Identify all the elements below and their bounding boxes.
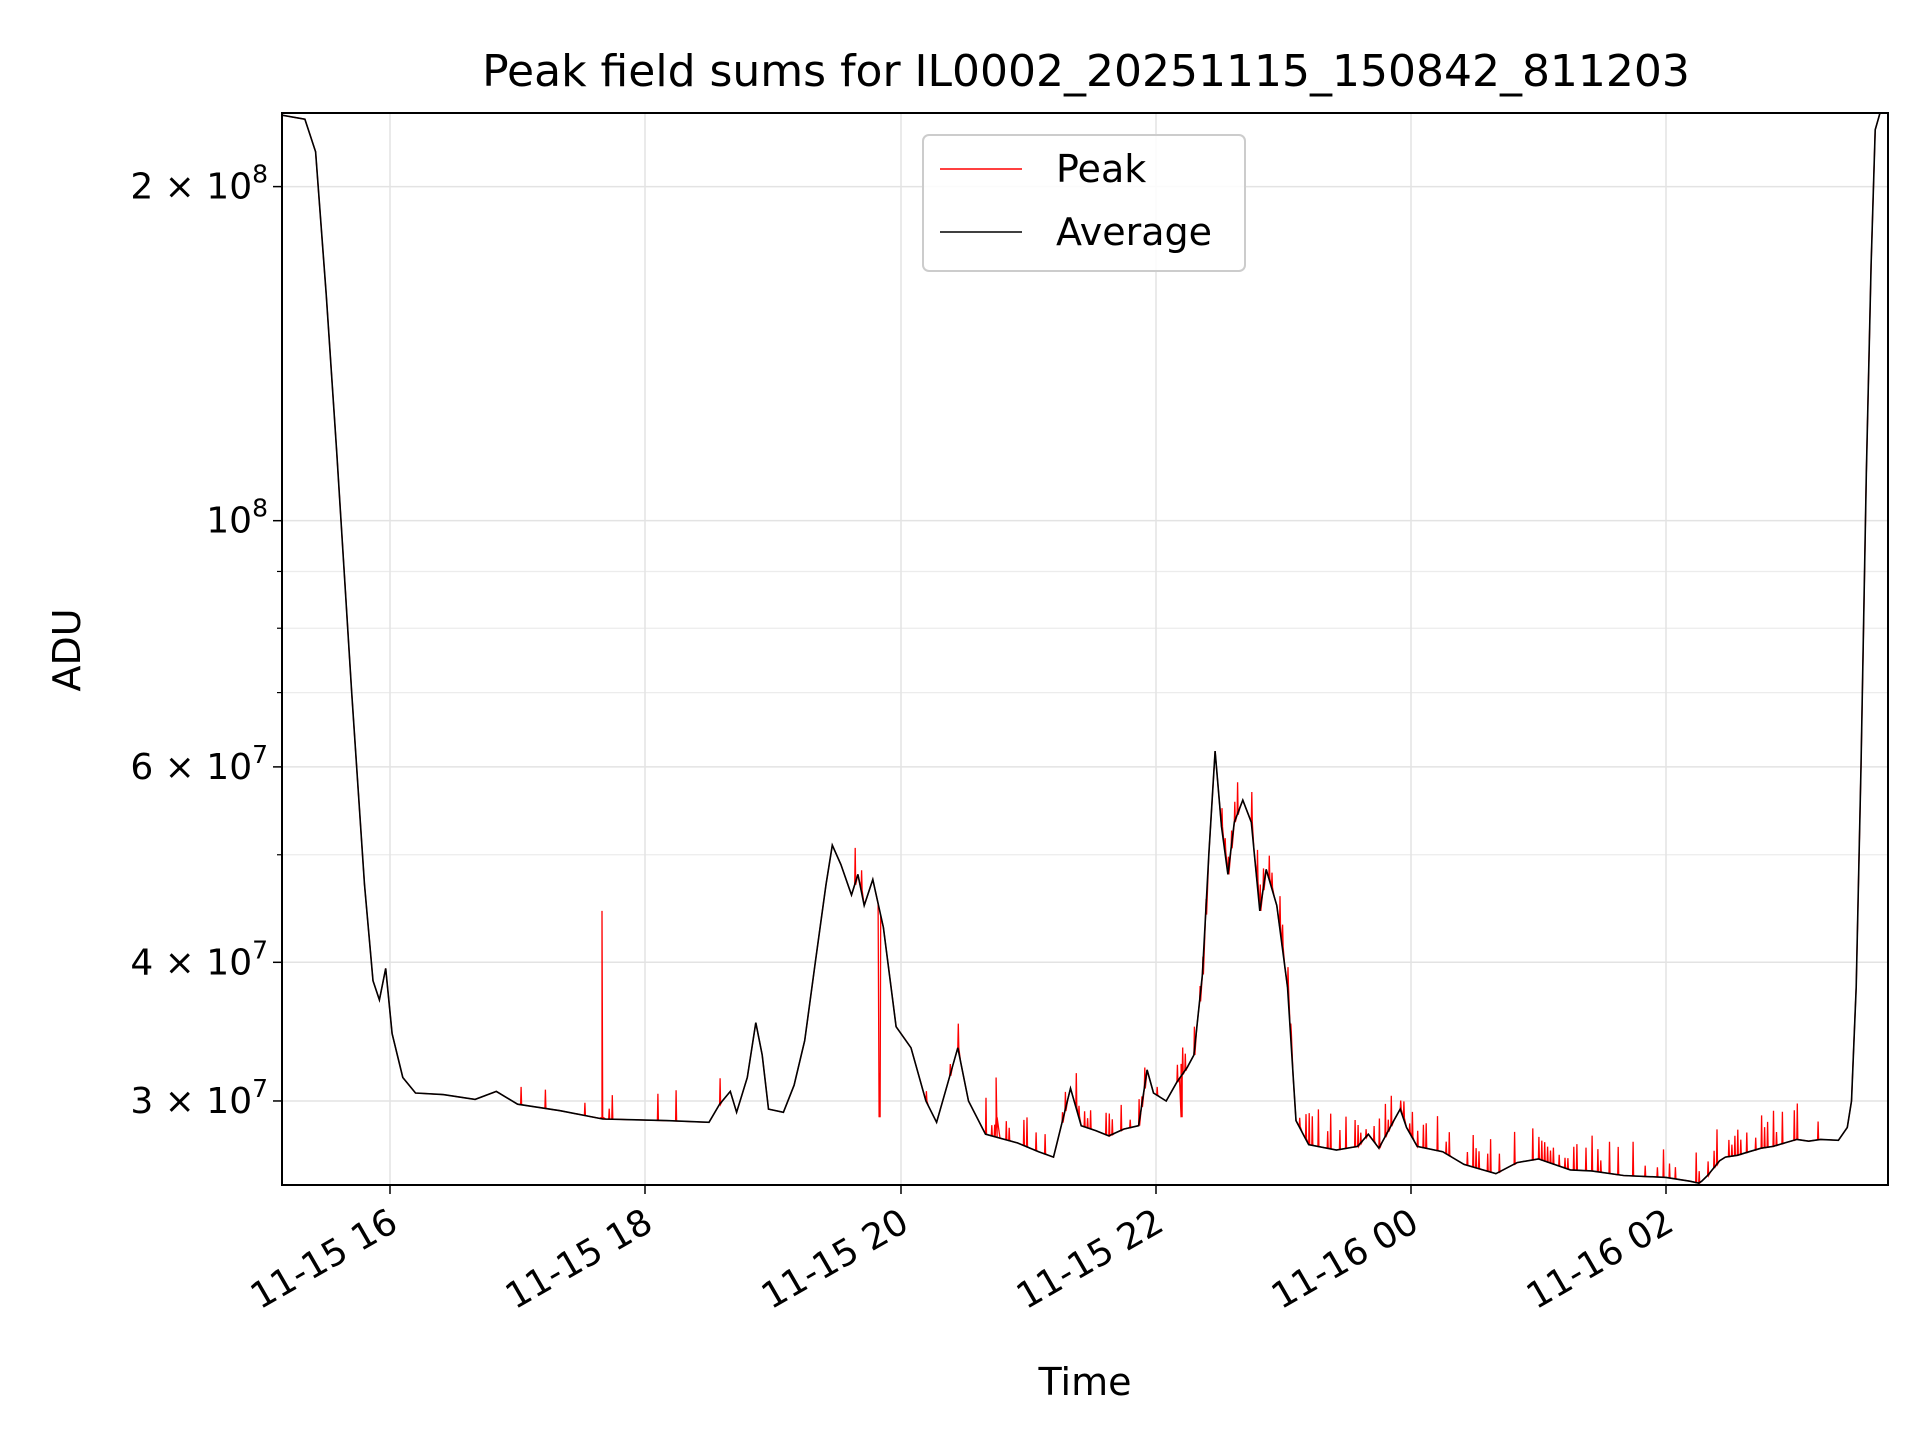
grid: [282, 113, 1888, 1185]
x-axis-ticks: 11-15 16 11-15 18 11-15 20 11-15 22 11-16 00…: [244, 1185, 1681, 1318]
legend-label-peak: Peak: [1056, 147, 1146, 191]
plot-area: [282, 113, 1881, 1185]
x-tick-label: 11-16 02: [1520, 1201, 1681, 1317]
series-line-average: [282, 113, 1881, 1184]
legend-label-average: Average: [1056, 210, 1212, 254]
y-tick-label: 3 × 107: [130, 1074, 268, 1122]
y-tick-label: 108: [206, 494, 268, 542]
x-tick-label: 11-16 00: [1265, 1201, 1426, 1317]
axes-frame: [281, 112, 1889, 1186]
y-axis-ticks: 3 × 107 4 × 107 6 × 107 108 2 × 108: [130, 160, 282, 1122]
y-tick-label: 2 × 108: [130, 160, 268, 208]
series-line-peak: [282, 113, 1881, 1185]
x-tick-label: 11-15 16: [244, 1201, 405, 1317]
y-axis-label: ADU: [45, 608, 89, 691]
x-axis-label: Time: [1038, 1360, 1132, 1404]
x-tick-label: 11-15 20: [755, 1201, 916, 1317]
chart-title: Peak field sums for IL0002_20251115_1508…: [482, 46, 1690, 97]
y-tick-label: 4 × 107: [130, 935, 268, 983]
x-tick-label: 11-15 22: [1010, 1201, 1171, 1317]
legend: Peak Average: [922, 134, 1246, 272]
x-tick-label: 11-15 18: [499, 1201, 660, 1317]
y-tick-label: 6 × 107: [130, 740, 268, 788]
